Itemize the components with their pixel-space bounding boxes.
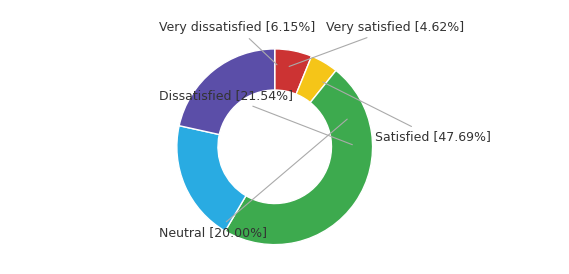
Wedge shape (225, 70, 373, 245)
Wedge shape (275, 49, 312, 94)
Text: Dissatisfied [21.54%]: Dissatisfied [21.54%] (159, 89, 352, 145)
Text: Very dissatisfied [6.15%]: Very dissatisfied [6.15%] (159, 21, 315, 65)
Text: Satisfied [47.69%]: Satisfied [47.69%] (323, 82, 490, 144)
Wedge shape (177, 126, 246, 231)
Text: Neutral [20.00%]: Neutral [20.00%] (159, 119, 347, 239)
Wedge shape (296, 56, 336, 102)
Text: Very satisfied [4.62%]: Very satisfied [4.62%] (289, 21, 464, 67)
Wedge shape (179, 49, 275, 135)
